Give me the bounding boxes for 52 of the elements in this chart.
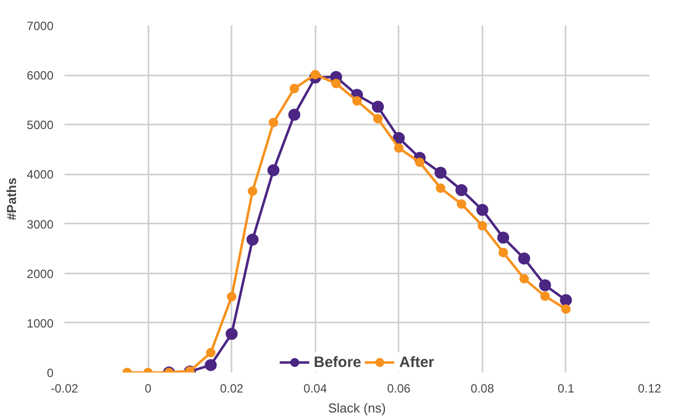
point [248,186,258,196]
point [455,184,468,196]
point [519,274,529,284]
x-tick-label: 0.02 [220,382,244,396]
point [267,164,280,176]
point [392,132,405,144]
point [497,232,510,244]
point [310,70,320,80]
point [414,158,424,168]
x-axis-title: Slack (ns) [328,400,386,416]
point [226,328,238,340]
point [540,291,550,301]
x-tick-label: -0.02 [50,382,78,396]
point [373,114,383,124]
point [476,204,488,216]
point [394,143,404,153]
y-tick-label: 7000 [26,19,54,33]
y-tick-label: 1000 [26,316,54,330]
point [268,118,278,128]
y-tick-label: 0 [46,366,54,380]
y-tick-label: 4000 [26,168,54,182]
y-tick-label: 3000 [26,217,54,232]
x-tick-label: 0.06 [387,382,411,396]
y-tick-label: 2000 [26,266,54,281]
x-tick-label: 0.12 [638,382,662,396]
legend-label: Before [314,354,362,370]
point [456,199,466,209]
point [478,221,488,231]
point [560,294,572,306]
point [290,84,300,94]
point [561,304,571,314]
y-tick-label: 6000 [26,68,54,83]
point [539,279,552,292]
x-tick-label: 0.04 [304,382,328,396]
legend-label: After [399,354,434,370]
x-tick-label: 0.08 [470,382,494,396]
point [498,248,508,258]
point [204,359,217,372]
point [331,78,341,88]
point [518,252,530,264]
x-tick-label: 0 [144,382,152,396]
point [434,166,447,179]
y-axis-title: #Paths [4,178,19,220]
point [436,183,446,193]
point [352,96,362,106]
point [246,234,259,246]
point [226,292,236,302]
y-tick-label: 5000 [26,118,54,132]
point [288,108,300,121]
x-tick-label: 0.1 [558,382,575,396]
point [372,100,384,113]
point [206,348,216,358]
